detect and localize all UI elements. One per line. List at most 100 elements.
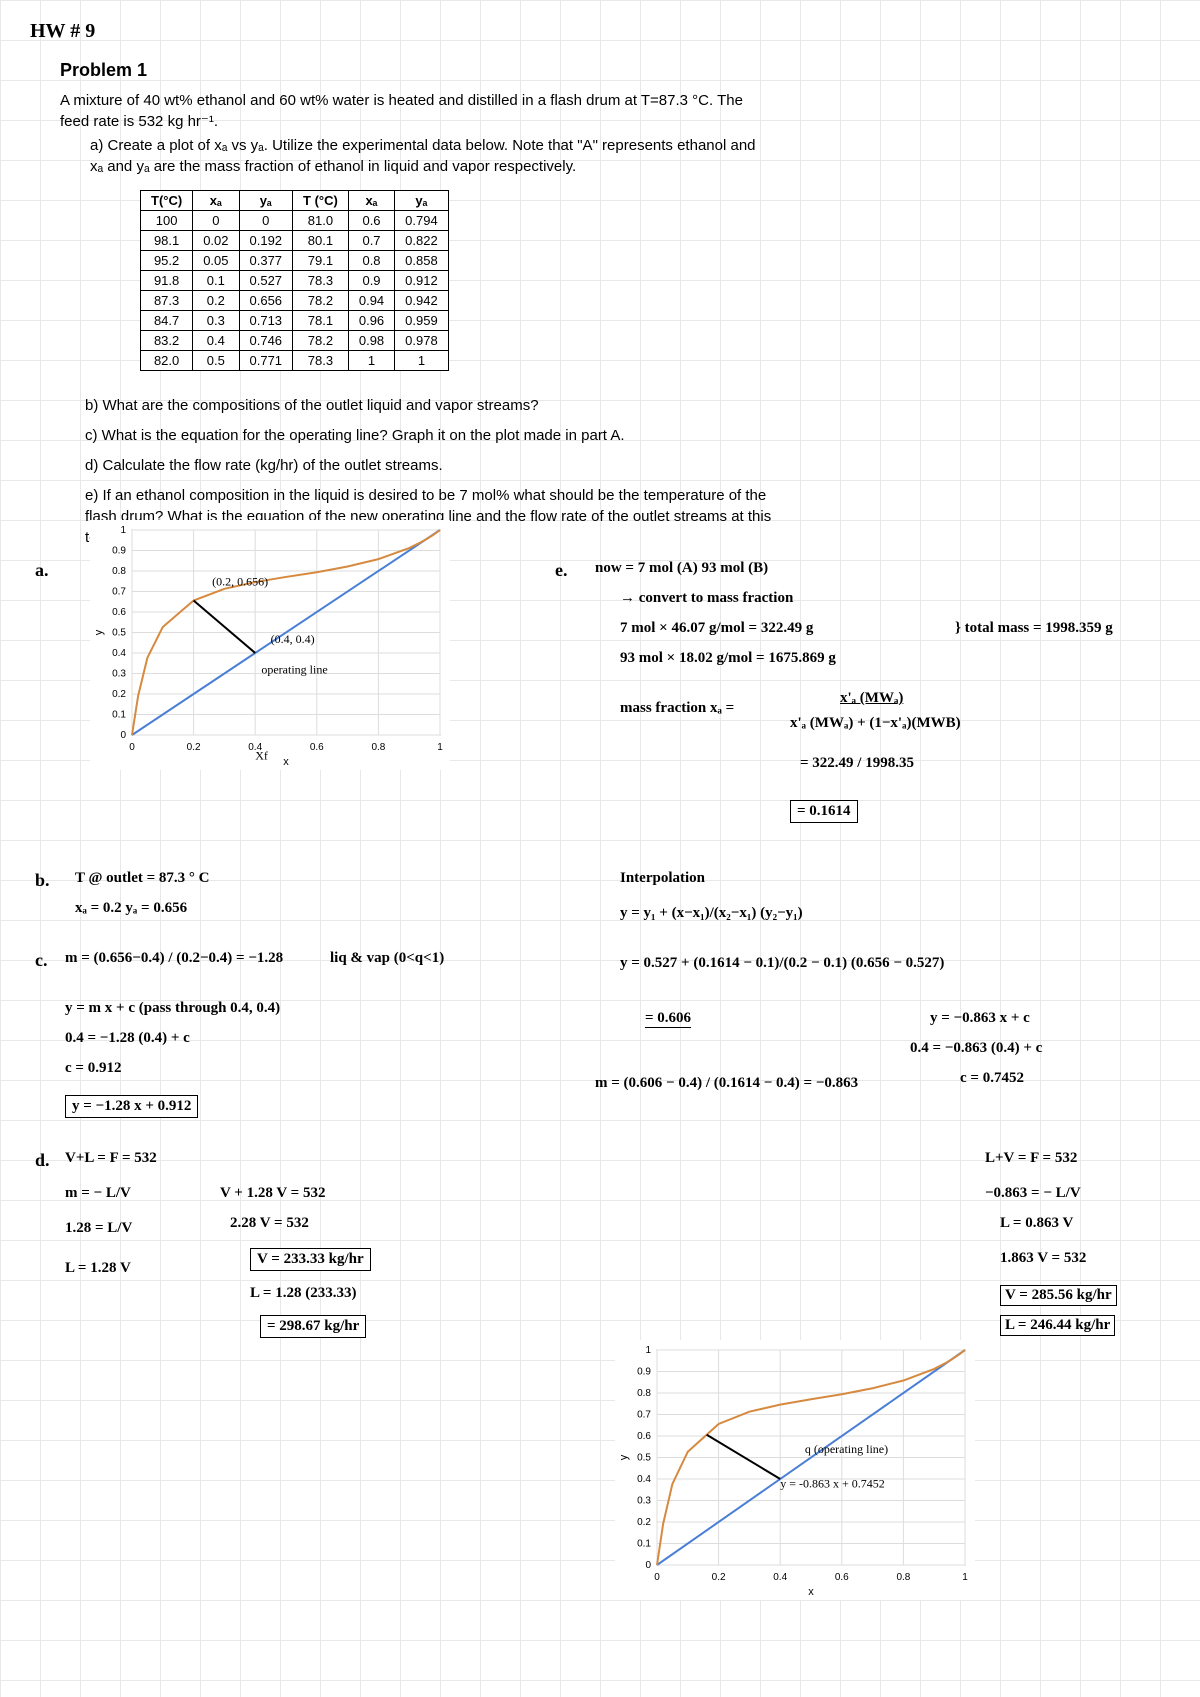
svg-text:0.6: 0.6 [637,1431,651,1442]
svg-text:0.1: 0.1 [637,1539,651,1550]
label-c: c. [35,950,48,971]
table-cell: 0.3 [193,311,239,331]
work-d7: V = 233.33 kg/hr [250,1248,371,1271]
svg-text:1: 1 [962,1572,968,1583]
svg-text:(0.4, 0.4): (0.4, 0.4) [271,632,315,646]
svg-text:0.4: 0.4 [112,648,126,659]
table-cell: 0.2 [193,291,239,311]
svg-text:0.6: 0.6 [112,607,126,618]
table-row: 95.20.050.37779.10.80.858 [141,251,449,271]
work-e23: L = 246.44 kg/hr [1000,1315,1115,1336]
table-cell: 0.656 [239,291,293,311]
table-cell: 78.2 [293,291,349,311]
table-cell: 0.7 [348,231,394,251]
work-e9: = 0.1614 [790,800,858,823]
table-cell: 0.942 [395,291,449,311]
work-e20: L = 0.863 V [1000,1215,1073,1232]
table-cell: 0.6 [348,211,394,231]
svg-text:0.8: 0.8 [112,566,126,577]
table-cell: 0.959 [395,311,449,331]
table-row: 84.70.30.71378.10.960.959 [141,311,449,331]
svg-text:1: 1 [120,525,126,536]
svg-text:y = -0.863 x + 0.7452: y = -0.863 x + 0.7452 [780,1477,885,1491]
svg-text:(0.2, 0.656): (0.2, 0.656) [212,574,268,588]
svg-text:y: y [618,1454,630,1460]
work-e19: −0.863 = − L/V [985,1185,1081,1202]
table-cell: 0.1 [193,271,239,291]
svg-text:0.7: 0.7 [112,587,126,598]
label-d: d. [35,1150,50,1171]
table-cell: 84.7 [141,311,193,331]
svg-text:0: 0 [645,1560,651,1571]
svg-text:operating line: operating line [261,663,327,677]
th: T (°C) [293,191,349,211]
work-e12: y = 0.527 + (0.1614 − 0.1)/(0.2 − 0.1) (… [620,955,944,972]
table-cell: 0 [193,211,239,231]
work-e16: c = 0.7452 [960,1070,1024,1087]
svg-text:0.1: 0.1 [112,710,126,721]
table-cell: 81.0 [293,211,349,231]
work-b1: T @ outlet = 87.3 ° C [75,870,209,887]
work-e15: 0.4 = −0.863 (0.4) + c [910,1040,1042,1057]
work-e3: 7 mol × 46.07 g/mol = 322.49 g [620,620,813,637]
data-table: T(°C) xₐ yₐ T (°C) xₐ yₐ 1000081.00.60.7… [140,190,449,371]
work-e2: → convert to mass fraction [620,590,793,607]
work-d9: = 298.67 kg/hr [260,1315,366,1338]
work-d5: V + 1.28 V = 532 [220,1185,325,1202]
label-a: a. [35,560,49,581]
work-e6: x'ₐ (MWₐ) [840,690,903,707]
table-cell: 0.8 [348,251,394,271]
svg-text:0.8: 0.8 [637,1388,651,1399]
table-cell: 78.1 [293,311,349,331]
svg-text:q (operating line): q (operating line) [805,1442,888,1456]
table-row: 98.10.020.19280.10.70.822 [141,231,449,251]
table-cell: 100 [141,211,193,231]
work-e5: mass fraction xₐ = [620,700,734,717]
work-d2: m = − L/V [65,1185,131,1202]
table-cell: 0.192 [239,231,293,251]
intro-text: A mixture of 40 wt% ethanol and 60 wt% w… [60,90,760,132]
table-cell: 1 [395,351,449,371]
svg-text:x: x [808,1586,814,1598]
work-c5: c = 0.912 [65,1060,121,1077]
svg-text:0.2: 0.2 [112,689,126,700]
th: xₐ [348,191,394,211]
svg-text:0.7: 0.7 [637,1410,651,1421]
table-cell: 91.8 [141,271,193,291]
table-cell: 0.713 [239,311,293,331]
svg-text:0.2: 0.2 [637,1517,651,1528]
table-row: 87.30.20.65678.20.940.942 [141,291,449,311]
table-cell: 0.527 [239,271,293,291]
table-cell: 82.0 [141,351,193,371]
table-cell: 1 [348,351,394,371]
svg-text:y: y [93,629,105,635]
table-cell: 0.912 [395,271,449,291]
work-e8: = 322.49 / 1998.35 [800,755,914,772]
table-cell: 98.1 [141,231,193,251]
table-cell: 0.98 [348,331,394,351]
th: yₐ [239,191,293,211]
table-row: 83.20.40.74678.20.980.978 [141,331,449,351]
svg-text:0: 0 [654,1572,660,1583]
table-row: 91.80.10.52778.30.90.912 [141,271,449,291]
work-e1: now = 7 mol (A) 93 mol (B) [595,560,768,577]
table-cell: 0.978 [395,331,449,351]
svg-text:0.2: 0.2 [187,742,201,753]
svg-text:0.3: 0.3 [637,1496,651,1507]
svg-text:0.9: 0.9 [637,1367,651,1378]
work-c2: liq & vap (0<q<1) [330,950,444,967]
work-c6: y = −1.28 x + 0.912 [65,1095,198,1118]
table-cell: 0.5 [193,351,239,371]
chart-2: 00.20.40.60.8100.10.20.30.40.50.60.70.80… [615,1340,975,1600]
work-b2: xₐ = 0.2 yₐ = 0.656 [75,900,187,917]
svg-text:0.9: 0.9 [112,546,126,557]
table-cell: 0.771 [239,351,293,371]
table-cell: 0.4 [193,331,239,351]
table-header-row: T(°C) xₐ yₐ T (°C) xₐ yₐ [141,191,449,211]
table-cell: 87.3 [141,291,193,311]
table-cell: 0.377 [239,251,293,271]
svg-text:0.8: 0.8 [371,742,385,753]
table-cell: 0.05 [193,251,239,271]
th: T(°C) [141,191,193,211]
svg-text:1: 1 [437,742,443,753]
